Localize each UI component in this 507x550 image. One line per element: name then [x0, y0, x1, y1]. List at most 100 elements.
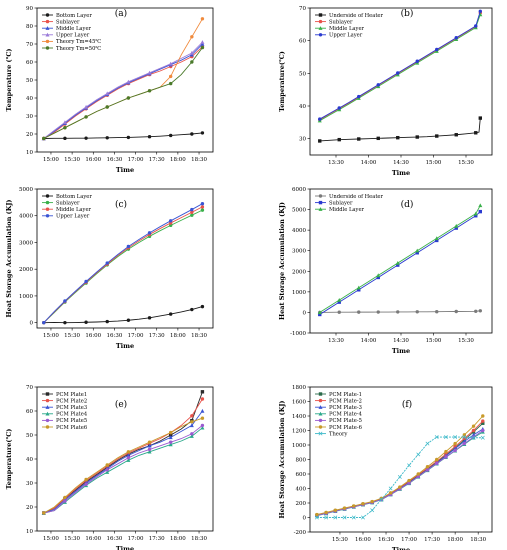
data-point: [189, 50, 194, 55]
data-point: [481, 428, 485, 433]
legend-marker: [318, 405, 323, 409]
legend-marker: [45, 425, 50, 429]
data-point: [63, 495, 67, 500]
data-point: [200, 40, 205, 44]
data-point: [147, 449, 152, 454]
y-tick-label: 30: [26, 481, 33, 487]
series-line: [43, 398, 203, 514]
x-tick-label: 18:30: [470, 537, 486, 543]
data-point: [396, 263, 400, 267]
data-point: [63, 126, 67, 130]
x-tick-label: 15:00: [426, 160, 442, 166]
x-tick-label: 18:30: [191, 333, 207, 339]
data-point: [324, 510, 328, 515]
x-tick-label: 17:00: [128, 333, 144, 339]
data-point: [454, 226, 458, 230]
x-axis-label: Time: [392, 546, 410, 550]
data-point: [415, 248, 420, 253]
y-tick-label: 70: [26, 42, 33, 48]
data-point: [105, 91, 110, 96]
data-point: [189, 423, 194, 428]
x-tick-label: 15:30: [332, 537, 348, 543]
data-point: [415, 59, 419, 63]
y-tick-label: 80: [26, 24, 33, 30]
data-point: [200, 17, 205, 21]
data-point: [357, 137, 361, 141]
series-line: [43, 209, 203, 323]
legend-label: Underside of Heater: [329, 13, 383, 19]
data-point: [478, 209, 482, 214]
series-2: [318, 209, 482, 317]
series-1: [318, 309, 482, 315]
x-tick-label: 18:00: [447, 537, 463, 543]
data-point: [481, 414, 485, 418]
data-point: [376, 83, 380, 87]
data-point: [147, 447, 152, 452]
x-tick-label: 14:30: [393, 160, 409, 166]
data-point: [453, 441, 457, 446]
legend-marker: [45, 194, 50, 198]
data-point: [190, 414, 194, 418]
data-point: [168, 223, 173, 228]
data-point: [337, 137, 341, 142]
y-tick-label: 4000: [19, 214, 33, 220]
data-point: [435, 47, 439, 52]
series-7: [314, 435, 485, 520]
series-1: [42, 304, 205, 325]
data-point: [471, 424, 476, 428]
x-tick-label: 15:30: [458, 338, 474, 344]
y-tick-label: 1800: [292, 385, 306, 391]
data-point: [200, 205, 205, 209]
series-line: [316, 430, 484, 516]
data-point: [84, 482, 88, 486]
y-axis-label: Temperature(℃): [5, 429, 13, 490]
series-line: [319, 11, 481, 120]
data-point: [376, 136, 380, 141]
data-point: [388, 486, 393, 491]
data-point: [357, 94, 361, 99]
legend-label: Middle Layer: [56, 207, 92, 213]
series-2: [42, 208, 205, 325]
data-point: [356, 285, 361, 290]
series-line: [43, 41, 203, 139]
legend-marker: [45, 405, 50, 409]
x-tick-label: 16:00: [85, 536, 101, 542]
x-tick-label: 18:00: [170, 333, 186, 339]
y-tick-label: 60: [26, 60, 33, 66]
legend-marker: [318, 411, 323, 416]
y-tick-label: 40: [26, 457, 33, 463]
legend-label: Upper Layer: [56, 33, 90, 39]
data-point: [126, 456, 131, 460]
data-point: [105, 468, 109, 472]
series-3: [317, 203, 483, 315]
data-point: [471, 435, 476, 440]
legend-marker: [45, 13, 50, 17]
panel-6: -200 0 200 400 600 800 1000 1200 1400 1600 1800 15:…: [278, 385, 493, 550]
x-tick-label: 16:30: [106, 157, 122, 163]
data-point: [397, 474, 402, 479]
data-point: [435, 238, 439, 243]
series-line: [43, 132, 203, 139]
data-point: [453, 444, 457, 449]
legend-marker: [45, 46, 50, 50]
legend-marker: [45, 32, 50, 37]
legend-label: Sublayer: [329, 19, 353, 25]
data-point: [474, 24, 478, 28]
data-point: [352, 504, 356, 508]
legend-label: PCM Plate-2: [329, 398, 362, 404]
data-point: [351, 515, 356, 520]
data-point: [379, 497, 384, 502]
y-axis-label: Temperature (℃): [5, 49, 13, 112]
series-3: [42, 205, 205, 325]
data-point: [416, 452, 421, 457]
legend-marker: [318, 194, 323, 198]
panel-4: -1000 0 1000 2000 3000 4000 5000 6000 13:30 14:00…: [278, 187, 493, 355]
y-tick-label: 0: [30, 321, 34, 327]
y-tick-label: 3000: [19, 240, 33, 246]
y-tick-label: 600: [296, 472, 307, 478]
data-point: [190, 213, 194, 217]
series-5: [315, 428, 485, 518]
